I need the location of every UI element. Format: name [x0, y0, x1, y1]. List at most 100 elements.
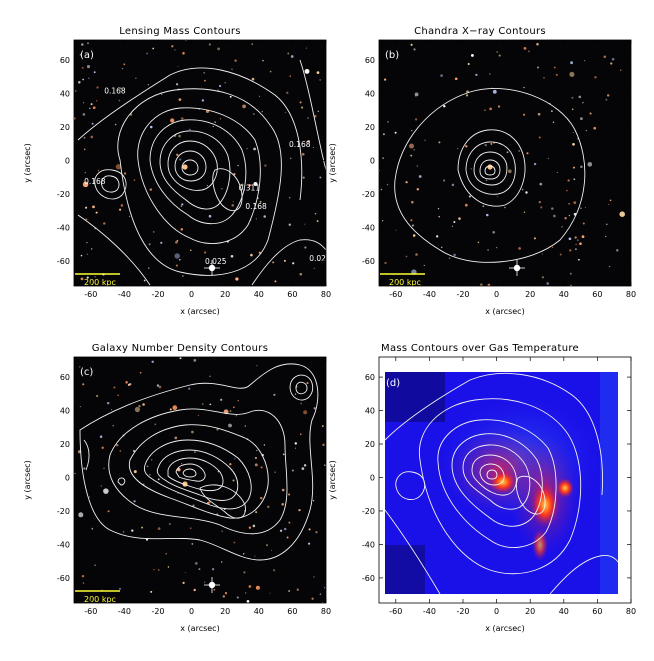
star — [414, 118, 418, 121]
y-tick-label: 60 — [60, 56, 70, 65]
star — [94, 228, 96, 230]
star — [548, 157, 550, 159]
star — [133, 179, 136, 181]
star — [291, 469, 294, 472]
star — [157, 527, 161, 530]
star — [252, 113, 255, 115]
star — [283, 527, 287, 531]
contour-label: 0.168 — [84, 177, 106, 186]
star — [152, 47, 155, 50]
star — [255, 218, 257, 220]
panel-b-contours — [367, 88, 586, 263]
panel-b-frame — [378, 39, 632, 287]
star — [245, 592, 247, 594]
star — [286, 91, 289, 94]
star — [193, 588, 196, 592]
star — [619, 211, 625, 217]
star — [170, 118, 175, 123]
x-tick-label: 40 — [559, 290, 569, 299]
star — [418, 175, 422, 178]
star — [497, 105, 501, 108]
star — [475, 73, 478, 77]
star — [492, 231, 496, 234]
panel-c-stars — [74, 357, 326, 604]
star — [100, 485, 103, 487]
star — [537, 66, 539, 69]
panel-a-image — [74, 40, 326, 286]
star — [552, 121, 555, 123]
y-tick-label: -20 — [57, 190, 70, 199]
star — [139, 371, 142, 374]
star — [416, 165, 418, 167]
star — [88, 77, 90, 79]
panel-d-temperature-map — [385, 372, 618, 594]
star — [465, 145, 468, 148]
x-tick-label: -40 — [118, 607, 131, 616]
star — [443, 179, 446, 182]
star — [553, 214, 556, 218]
star — [266, 544, 268, 547]
star — [576, 239, 579, 242]
star — [120, 204, 124, 207]
star — [119, 208, 122, 211]
star — [188, 387, 191, 390]
star — [232, 479, 235, 482]
panel-d-title: Mass Contours over Gas Temperature — [381, 343, 579, 354]
star — [220, 398, 223, 401]
star — [237, 164, 239, 167]
star — [605, 223, 608, 226]
star — [316, 71, 320, 74]
y-tick-label: -60 — [362, 257, 375, 266]
star — [314, 212, 317, 215]
star — [131, 529, 134, 532]
star — [83, 467, 86, 470]
star — [467, 62, 470, 66]
star — [91, 527, 94, 530]
star — [127, 383, 130, 386]
star — [457, 148, 459, 150]
star — [229, 410, 232, 413]
star — [553, 66, 556, 69]
x-tick-label: 60 — [287, 607, 297, 616]
star — [178, 134, 181, 138]
x-tick-label: 80 — [321, 607, 331, 616]
y-tick-label: -20 — [362, 507, 375, 516]
y-tick-label: 20 — [365, 440, 375, 449]
star — [160, 241, 163, 244]
star — [273, 569, 276, 572]
star — [242, 104, 246, 109]
star — [313, 407, 316, 410]
star — [384, 261, 387, 265]
star — [122, 531, 125, 533]
star — [81, 66, 84, 69]
star — [203, 581, 206, 583]
panel-c-axes: -60 -40 -20 0 20 40 60 80 -60 -40 -20 0 20 40 60 — [57, 357, 331, 616]
star — [237, 400, 239, 402]
star — [488, 73, 491, 75]
star — [566, 189, 568, 192]
star — [316, 220, 319, 223]
star — [244, 425, 247, 427]
star — [465, 94, 469, 97]
star — [259, 200, 262, 203]
star — [262, 60, 264, 62]
star — [521, 188, 524, 191]
contour-label: 0.168 — [289, 140, 311, 149]
star — [405, 255, 408, 258]
star — [523, 47, 527, 50]
star — [230, 254, 234, 258]
star — [175, 240, 178, 244]
star — [284, 111, 286, 113]
star — [551, 110, 553, 112]
star — [561, 226, 563, 228]
star — [518, 149, 521, 152]
y-tick-label: -60 — [57, 574, 70, 583]
star — [303, 464, 307, 467]
y-tick-label: 60 — [60, 373, 70, 382]
star — [252, 524, 256, 528]
contour-label: 0.025 — [309, 254, 331, 263]
star — [539, 182, 543, 186]
x-tick-label: -20 — [456, 290, 469, 299]
panel-a-frame — [73, 39, 327, 287]
